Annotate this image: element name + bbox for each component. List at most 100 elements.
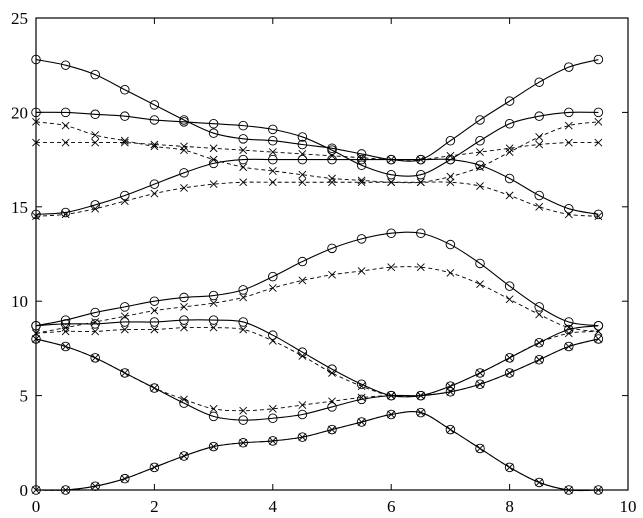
data-point-circle: [120, 368, 130, 378]
data-point-cross: [594, 117, 603, 126]
data-point-cross: [476, 369, 484, 377]
data-point-circle: [208, 118, 219, 129]
data-point-circle: [475, 258, 485, 269]
data-point-circle: [386, 390, 396, 401]
data-point-cross: [357, 153, 366, 162]
data-point-circle: [90, 69, 100, 80]
data-point-circle: [475, 368, 485, 378]
data-point-cross: [268, 436, 277, 445]
data-point-cross: [91, 318, 100, 326]
data-point-circle: [356, 234, 367, 244]
data-point-cross: [476, 182, 484, 190]
data-point-cross: [209, 155, 218, 164]
series-line-4: [35, 338, 599, 412]
data-point-circle: [327, 402, 337, 412]
data-point-cross: [91, 138, 100, 147]
data-point-cross: [446, 425, 455, 434]
data-point-cross: [298, 276, 307, 285]
y-tick-label: 10: [11, 292, 28, 311]
data-point-circle: [60, 107, 71, 118]
y-tick-label: 5: [20, 387, 29, 406]
data-point-circle: [504, 462, 515, 473]
data-point-circle: [179, 168, 189, 178]
data-point-cross: [239, 293, 248, 302]
data-point-cross: [150, 325, 159, 334]
data-point-circle: [356, 160, 367, 171]
data-point-circle: [297, 132, 308, 142]
data-point-circle: [120, 302, 130, 312]
data-point-cross: [298, 178, 307, 187]
data-point-circle: [208, 290, 219, 301]
data-point-cross: [446, 268, 455, 277]
x-tick-label: 10: [620, 497, 637, 516]
data-point-circle: [149, 317, 160, 327]
data-point-circle: [475, 115, 485, 125]
data-point-circle: [445, 387, 456, 397]
data-point-cross: [120, 136, 129, 145]
data-point-circle: [90, 307, 100, 318]
x-tick-labels: 0 2 4 6 8 10: [32, 497, 637, 516]
data-point-circle: [534, 354, 544, 365]
data-point-circle: [268, 330, 278, 340]
data-point-circle: [593, 107, 604, 118]
data-point-cross: [505, 295, 514, 304]
series-line-6: [35, 326, 599, 398]
data-point-cross: [61, 210, 70, 219]
data-point-circle: [297, 154, 308, 165]
plot-frame: [35, 17, 629, 491]
data-point-circle: [534, 302, 544, 312]
data-point-cross: [357, 176, 366, 185]
data-point-cross: [298, 150, 307, 158]
data-point-cross: [446, 387, 455, 396]
data-point-circle: [149, 462, 160, 473]
data-point-cross: [180, 323, 188, 332]
data-point-circle: [120, 317, 130, 327]
series-line-2: [35, 411, 599, 492]
data-point-circle: [504, 118, 515, 129]
plot-curves: [35, 58, 599, 492]
data-point-circle: [149, 179, 160, 189]
data-point-circle: [504, 281, 515, 291]
data-point-cross: [564, 138, 573, 147]
data-point-cross: [91, 131, 100, 139]
data-point-cross: [209, 442, 218, 451]
data-point-circle: [149, 383, 160, 393]
x-tick-label: 4: [269, 497, 278, 516]
data-point-circle: [179, 292, 189, 303]
data-point-circle: [386, 169, 396, 180]
data-point-cross: [180, 142, 188, 151]
data-point-cross: [328, 397, 336, 406]
data-point-cross: [150, 142, 159, 151]
data-point-cross: [328, 369, 336, 377]
data-point-cross: [476, 163, 484, 172]
data-point-cross: [120, 369, 129, 377]
data-point-circle: [475, 443, 485, 454]
data-point-circle: [386, 228, 396, 238]
data-point-circle: [356, 394, 367, 405]
series-line-3: [35, 338, 599, 421]
data-point-circle: [149, 296, 160, 306]
data-point-cross: [180, 395, 188, 404]
data-point-circle: [445, 381, 456, 391]
data-point-cross: [180, 452, 188, 460]
data-point-cross: [416, 155, 425, 164]
data-point-circle: [208, 128, 219, 138]
data-point-cross: [91, 204, 100, 213]
data-point-cross: [209, 299, 218, 308]
data-point-cross: [387, 155, 396, 164]
data-point-circle: [179, 451, 189, 461]
data-point-cross: [239, 325, 248, 334]
data-point-circle: [268, 124, 278, 135]
data-point-circle: [268, 135, 278, 146]
data-point-cross: [505, 191, 514, 200]
data-point-circle: [564, 62, 574, 72]
data-point-cross: [594, 212, 603, 221]
data-point-cross: [476, 444, 484, 453]
data-point-cross: [150, 463, 159, 472]
data-point-cross: [328, 151, 336, 160]
data-point-cross: [387, 178, 396, 187]
data-point-circle: [90, 319, 100, 329]
data-point-cross: [239, 438, 248, 447]
data-point-circle: [268, 154, 278, 165]
